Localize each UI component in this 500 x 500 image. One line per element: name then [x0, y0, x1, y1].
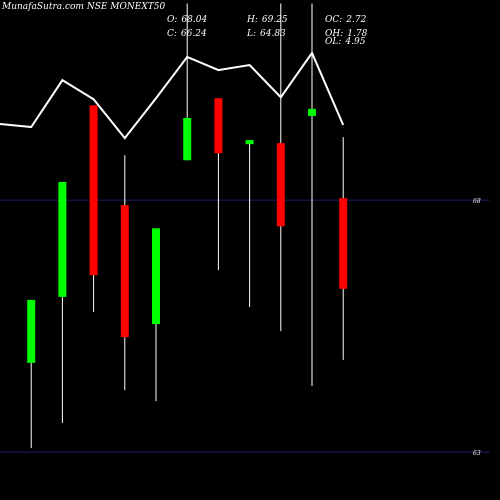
candle-body [120, 205, 129, 338]
candle-body [276, 143, 285, 227]
stat-value: 2.72 [345, 15, 366, 25]
stat-label: C: [167, 29, 177, 39]
candle-body [89, 105, 98, 276]
candle-body [152, 228, 160, 325]
stat-value: 66.24 [181, 29, 207, 39]
stat-label: H: [246, 15, 258, 25]
stat: OH: 1.78 [325, 29, 368, 39]
stat-label: O: [167, 15, 177, 25]
candle-body [183, 117, 192, 161]
stat: H: 69.25 [246, 15, 288, 25]
stat: L: 64.83 [246, 29, 286, 39]
candle-body [27, 299, 36, 363]
stat-value: 64.83 [260, 29, 286, 39]
stat-label: L: [246, 29, 256, 39]
y-tick-label: 68 [473, 198, 481, 205]
candle-body [245, 140, 254, 145]
candle-body [308, 108, 316, 116]
candle-body [339, 198, 348, 289]
stat-label: OC: [325, 15, 342, 25]
chart-title: MunafaSutra.com NSE MONEXT50 [1, 2, 165, 12]
stat: OC: 2.72 [325, 15, 367, 25]
stat-value: 1.78 [347, 29, 367, 39]
stat-value: 69.25 [262, 15, 288, 25]
candle-body [58, 181, 67, 297]
stat-label: OH: [325, 29, 343, 39]
stat: OL: 4.95 [325, 37, 366, 47]
stat: O: 68.04 [167, 15, 207, 25]
stat: C: 66.24 [167, 29, 207, 39]
stat-value: 4.95 [344, 37, 365, 47]
stat-label: OL: [325, 37, 341, 47]
stat-value: 68.04 [181, 15, 207, 25]
y-tick-label: 63 [473, 450, 481, 457]
line [0, 50, 345, 140]
candle-body [214, 98, 223, 154]
